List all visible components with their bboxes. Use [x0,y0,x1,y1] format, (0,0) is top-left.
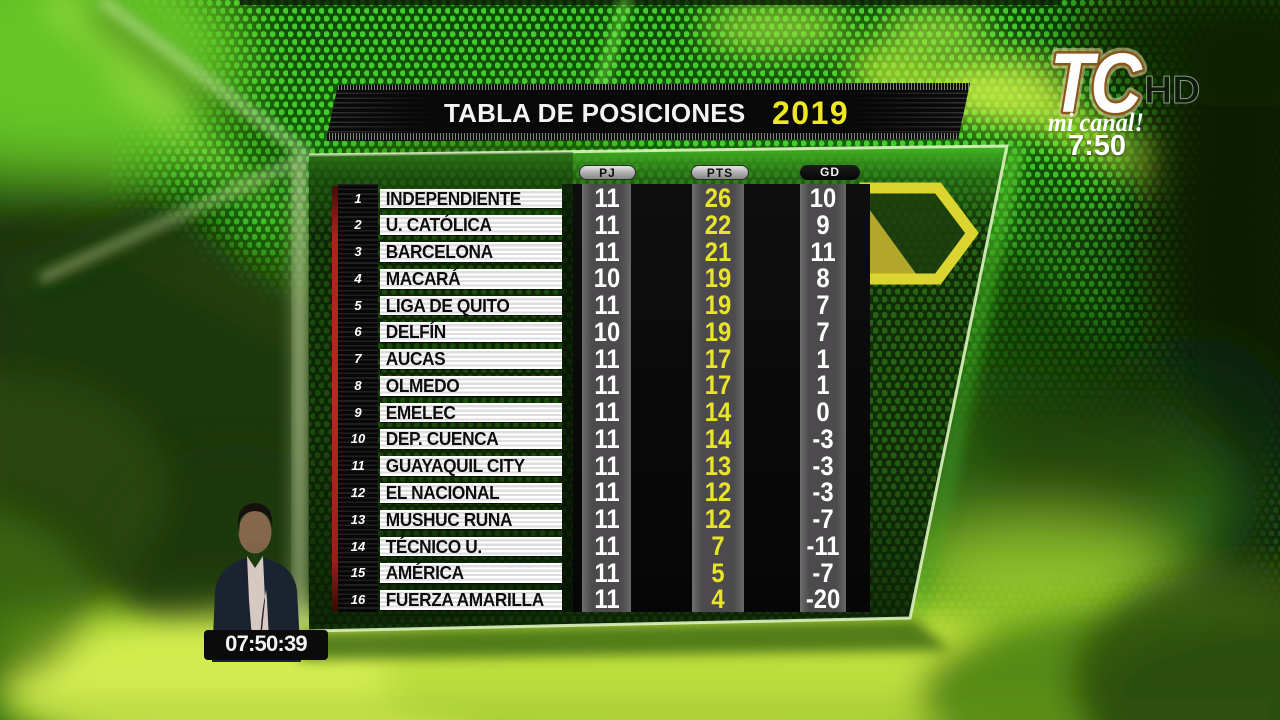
svg-text:TC: TC [1050,35,1143,130]
svg-text:HD: HD [1144,69,1200,112]
svg-text:TC: TC [1050,35,1143,130]
svg-text:TC: TC [1050,35,1143,130]
svg-text:mi canal!: mi canal! [1048,109,1144,137]
